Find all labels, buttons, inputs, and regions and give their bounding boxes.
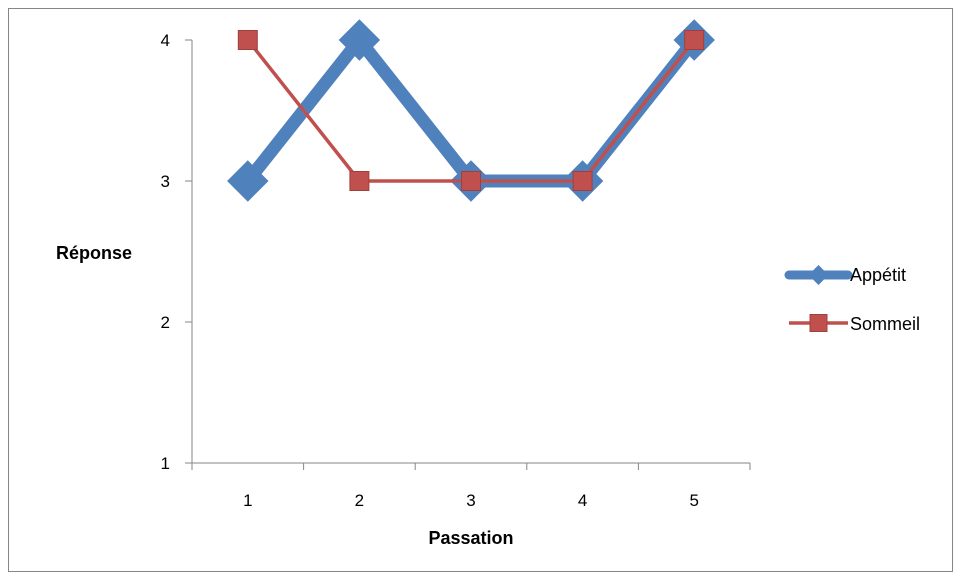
legend-label: Sommeil [850, 314, 920, 334]
y-ticks: 1 2 3 4 [161, 31, 192, 473]
y-tick-label: 1 [161, 454, 170, 473]
y-tick-label: 4 [161, 31, 170, 50]
legend-swatch-marker [808, 265, 829, 285]
legend-item-sommeil: Sommeil [789, 314, 920, 334]
legend: Appétit Sommeil [784, 265, 920, 334]
legend-label: Appétit [850, 265, 906, 285]
data-point-marker [461, 171, 481, 191]
x-tick-label: 3 [466, 491, 475, 510]
x-axis-title: Passation [428, 528, 513, 548]
chart-frame [8, 8, 953, 572]
legend-item-appetit: Appétit [784, 265, 906, 285]
data-point-marker [349, 171, 370, 191]
y-tick-label: 2 [161, 313, 170, 332]
data-point-marker [684, 30, 705, 50]
x-tick-label: 4 [578, 491, 587, 510]
legend-swatch-marker [809, 314, 828, 332]
x-tick-label: 1 [243, 491, 252, 510]
x-ticks: 1 2 3 4 5 [191, 463, 751, 510]
data-point-marker [227, 160, 269, 202]
series-line [241, 33, 701, 188]
axes [191, 40, 750, 464]
series-line [246, 38, 696, 183]
y-tick-label: 3 [161, 172, 170, 191]
data-point-marker [572, 171, 593, 191]
x-tick-label: 2 [355, 491, 364, 510]
series-sommeil [237, 30, 705, 191]
x-tick-label: 5 [689, 491, 698, 510]
series-layer [227, 19, 715, 202]
data-point-marker [338, 19, 381, 61]
y-axis-title: Réponse [56, 243, 132, 263]
data-point-marker [237, 30, 258, 50]
